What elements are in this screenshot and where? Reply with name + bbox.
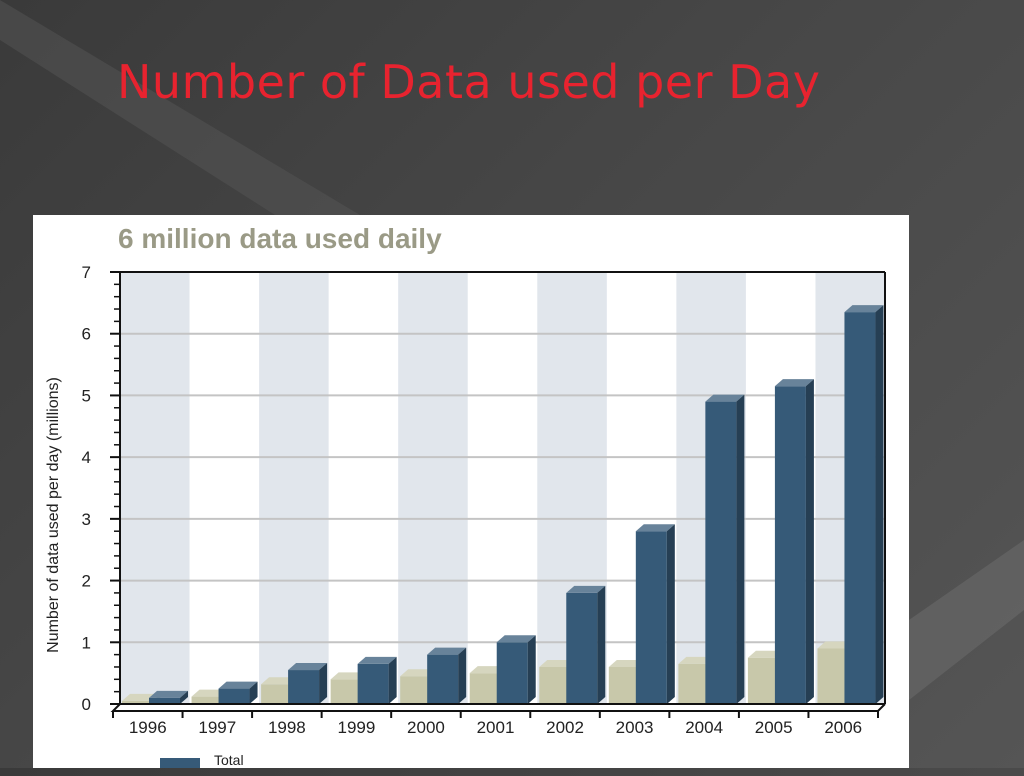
- bar-total-side: [666, 524, 675, 704]
- bar-total-top: [566, 585, 606, 593]
- bar-secondary: [400, 676, 432, 704]
- x-tick-label: 1998: [268, 718, 306, 737]
- bar-total: [149, 697, 180, 704]
- bar-total-side: [527, 635, 536, 704]
- bar-total-side: [249, 681, 258, 704]
- bar-secondary: [747, 657, 779, 704]
- bar-total: [288, 670, 320, 704]
- x-tick-label: 2003: [616, 718, 654, 737]
- bar-secondary: [469, 673, 501, 704]
- bar-total: [357, 663, 389, 704]
- bar-chart: 1996 1997 1998 1999 2000 2001 2002 2003 2004 2005…: [45, 263, 886, 737]
- bar-total-side: [319, 663, 328, 704]
- bar-total-side: [597, 585, 606, 704]
- slide-title: Number of Data used per Day: [117, 55, 821, 109]
- bar-total-side: [388, 656, 397, 704]
- x-tick-label: 2004: [685, 718, 723, 737]
- x-tick-label: 2005: [755, 718, 793, 737]
- bar-total-top: [774, 379, 814, 387]
- background-band: [259, 272, 329, 704]
- x-axis-line: [110, 703, 886, 712]
- y-tick-label: 1: [82, 633, 91, 652]
- y-tick-label: 2: [82, 572, 91, 591]
- x-tick-label: 2000: [407, 718, 445, 737]
- x-tick-label: 2001: [477, 718, 515, 737]
- background-band: [120, 272, 190, 704]
- y-tick-label: 7: [82, 263, 91, 282]
- chart-title: 6 million data used daily: [118, 223, 442, 254]
- bar-total: [566, 592, 598, 704]
- x-tick-label: 2006: [824, 718, 862, 737]
- bar-secondary: [191, 696, 223, 704]
- bar-total: [427, 654, 459, 704]
- y-tick-label: 5: [82, 386, 91, 405]
- bar-secondary: [678, 663, 710, 704]
- bar-secondary: [261, 684, 293, 704]
- legend-label-total: Total: [214, 752, 244, 768]
- bar-total-top: [635, 524, 675, 532]
- bar-secondary: [817, 648, 849, 704]
- bar-total-top: [844, 305, 884, 313]
- bar-total: [844, 312, 876, 704]
- y-tick-label: 4: [82, 448, 91, 467]
- x-tick-label: 2002: [546, 718, 584, 737]
- background-band: [398, 272, 468, 704]
- bar-total-top: [705, 394, 745, 402]
- bar-total-top: [357, 656, 397, 664]
- bar-secondary: [539, 666, 571, 704]
- chart-legend: Total: [160, 752, 244, 776]
- bar-total-side: [180, 690, 188, 704]
- y-axis-label: Number of data used per day (millions): [45, 377, 62, 653]
- bar-total-top: [288, 663, 328, 671]
- y-tick-label: 0: [82, 695, 91, 714]
- x-tick-label: 1999: [337, 718, 375, 737]
- bar-total: [774, 386, 806, 704]
- bar-total: [705, 401, 737, 704]
- bar-total: [496, 642, 528, 704]
- bar-total-top: [427, 647, 467, 655]
- y-tick-label: 6: [82, 325, 91, 344]
- bar-total-top: [218, 681, 258, 689]
- bar-total-top: [149, 690, 188, 698]
- chart-panel: 1996 1997 1998 1999 2000 2001 2002 2003 2004 2005…: [33, 215, 909, 768]
- bar-secondary: [122, 700, 153, 704]
- bar-total-side: [805, 379, 814, 704]
- bar-secondary: [608, 666, 640, 704]
- y-tick-label: 3: [82, 510, 91, 529]
- bar-total-top: [496, 635, 536, 643]
- legend-swatch-total: [160, 758, 200, 768]
- x-tick-label: 1996: [129, 718, 167, 737]
- x-tick-label: 1997: [198, 718, 236, 737]
- bar-total-side: [875, 305, 884, 704]
- bar-total-side: [736, 394, 745, 704]
- bar-total: [218, 688, 250, 704]
- bar-total: [635, 531, 667, 704]
- bar-total-side: [458, 647, 467, 704]
- bar-secondary: [330, 679, 362, 704]
